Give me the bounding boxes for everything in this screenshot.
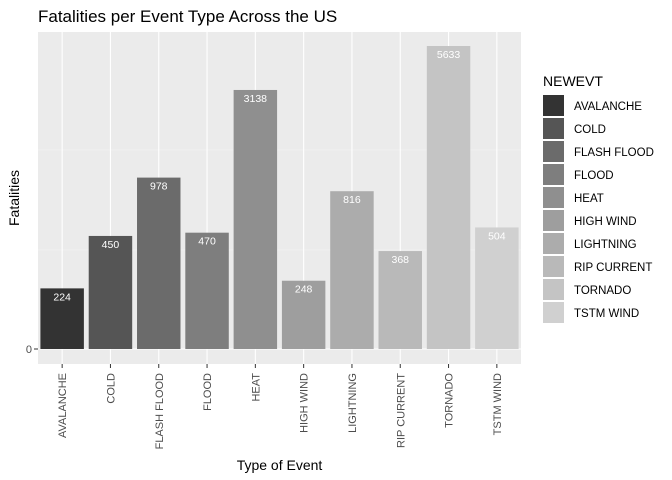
x-tick-label: TORNADO [444, 373, 456, 428]
bar-label: 224 [53, 291, 71, 303]
x-tick-label: FLOOD [202, 373, 214, 411]
bar-high-wind [281, 280, 326, 349]
legend-label: TSTM WIND [574, 308, 639, 320]
legend-label: HIGH WIND [574, 216, 637, 228]
legend-swatch [543, 141, 564, 162]
bar-label: 5633 [437, 49, 461, 61]
legend-label: HEAT [574, 193, 604, 205]
bar-labels: 224 450 978 470 3138 248 816 368 5633 504 [53, 49, 505, 303]
y-tick-label: 0 [26, 344, 32, 356]
legend-label: RIP CURRENT [574, 262, 652, 274]
bar-label: 3138 [244, 93, 268, 105]
bar-tstm-wind [475, 227, 519, 349]
legend-swatch [543, 256, 564, 277]
bar-cold [88, 235, 133, 349]
x-tick-label: HIGH WIND [299, 373, 311, 433]
bar-heat [233, 89, 278, 349]
bar-label: 816 [343, 194, 361, 206]
legend-swatch [543, 279, 564, 300]
legend-label: COLD [574, 124, 606, 136]
bar-label: 368 [391, 254, 409, 266]
legend-swatch [543, 210, 564, 231]
legend-swatch [543, 233, 564, 254]
bar-label: 248 [295, 284, 313, 296]
bar-flood [185, 232, 229, 349]
legend-swatch [543, 118, 564, 139]
x-tick-label: TSTM WIND [492, 373, 504, 435]
legend-swatch [543, 302, 564, 323]
x-tick-label: LIGHTNING [347, 373, 359, 433]
y-axis-title: Fatalities [6, 170, 22, 226]
x-tick-label: HEAT [250, 373, 262, 402]
bars [40, 46, 519, 349]
bar-label: 450 [102, 239, 120, 251]
legend-label: LIGHTNING [574, 239, 637, 251]
legend-label: FLOOD [574, 170, 614, 182]
x-tick-label: RIP CURRENT [395, 373, 407, 448]
legend-swatch [543, 95, 564, 116]
legend-swatch [543, 164, 564, 185]
x-axis-title: Type of Event [237, 457, 323, 473]
bar-lightning [330, 191, 374, 349]
x-axis: AVALANCHE COLD FLASH FLOOD FLOOD HEAT HIGH WI… [57, 364, 504, 449]
bar-label: 978 [150, 181, 168, 193]
bar-tornado [426, 46, 471, 349]
x-tick-label: FLASH FLOOD [154, 373, 166, 449]
legend: NEWEVT AVALANCHE COLD FLASH FLOOD FLOOD HEAT… [543, 73, 654, 323]
x-tick-label: AVALANCHE [57, 373, 69, 438]
bar-avalanche [40, 288, 84, 349]
y-axis: 0 [26, 344, 38, 356]
chart-title: Fatalities per Event Type Across the US [38, 7, 337, 26]
legend-title: NEWEVT [543, 73, 603, 89]
x-tick-label: COLD [105, 373, 117, 404]
legend-items: AVALANCHE COLD FLASH FLOOD FLOOD HEAT HIGH WI… [543, 95, 654, 323]
legend-swatch [543, 187, 564, 208]
bar-label: 470 [198, 236, 216, 248]
bar-label: 504 [488, 230, 506, 242]
legend-label: AVALANCHE [574, 101, 642, 113]
legend-label: TORNADO [574, 285, 631, 297]
bar-flash-flood [137, 177, 181, 349]
bar-rip-current [378, 251, 422, 349]
legend-label: FLASH FLOOD [574, 147, 654, 159]
